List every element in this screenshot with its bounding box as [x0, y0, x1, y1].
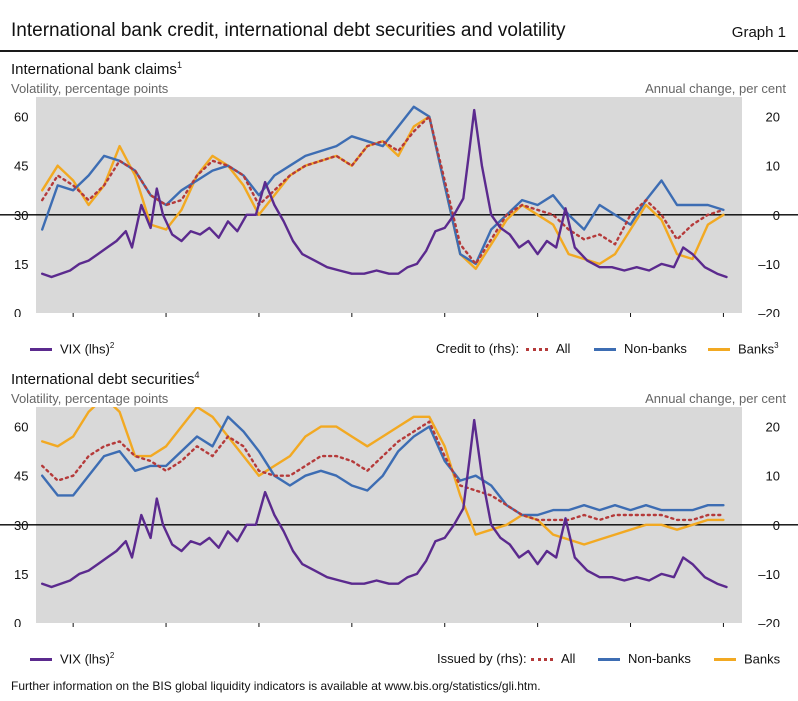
- main-title: International bank credit, international…: [11, 20, 566, 41]
- legend-all-swatch: [526, 348, 548, 352]
- left-tick-label: 45: [14, 469, 28, 484]
- left-tick-label: 15: [14, 567, 28, 582]
- legend-vix-note: 2: [109, 341, 115, 350]
- left-tick-label: 30: [14, 518, 28, 533]
- panel-2-title-note: 4: [194, 370, 200, 380]
- legend-all-label: All: [561, 651, 576, 666]
- legend-nonbanks-swatch: [594, 348, 616, 352]
- legend-all-swatch: [531, 658, 553, 662]
- legend-all: All: [531, 651, 575, 666]
- left-tick-label: 60: [14, 110, 28, 125]
- panel-2-title: International debt securities4: [11, 370, 199, 388]
- right-tick-label: 10: [766, 469, 780, 484]
- legend-nonbanks: Non-banks: [598, 651, 691, 666]
- legend-vix-note: 2: [109, 651, 115, 660]
- right-tick-label: 10: [766, 159, 780, 174]
- panel-2-legend: VIX (lhs)2 Issued by (rhs): All Non-bank…: [0, 651, 798, 671]
- right-tick-label: 0: [773, 208, 780, 223]
- panel-1-title-text: International bank claims: [11, 61, 177, 78]
- right-tick-label: –20: [758, 616, 780, 627]
- legend-nonbanks-label: Non-banks: [628, 651, 691, 666]
- legend-nonbanks-label: Non-banks: [624, 341, 687, 356]
- right-tick-label: –10: [758, 567, 780, 582]
- legend-all-label: All: [556, 341, 571, 356]
- legend-banks-swatch: [714, 658, 736, 662]
- panel-1-title: International bank claims1: [11, 60, 182, 78]
- series-line-banks: [41, 115, 725, 271]
- right-tick-label: 20: [766, 110, 780, 125]
- right-tick-label: –20: [758, 306, 780, 317]
- left-tick-label: 30: [14, 208, 28, 223]
- graph-number: Graph 1: [731, 24, 786, 41]
- legend-vix-swatch: [30, 348, 52, 352]
- series-line-all: [41, 420, 725, 522]
- legend-banks-note: 3: [774, 341, 779, 350]
- panel-1-left-axis-label: Volatility, percentage points: [11, 81, 169, 96]
- panel-1-right-axis-label: Annual change, per cent: [645, 81, 786, 96]
- legend-group-label: Credit to (rhs):: [436, 341, 520, 356]
- panel-2-left-axis-label: Volatility, percentage points: [11, 391, 169, 406]
- left-tick-label: 15: [14, 257, 28, 272]
- left-tick-label: 0: [14, 616, 21, 627]
- legend-banks-label: Banks: [738, 341, 775, 357]
- panel-2-right-axis-label: Annual change, per cent: [645, 391, 786, 406]
- legend-vix: VIX (lhs)2: [30, 341, 114, 356]
- panel-1-title-note: 1: [176, 60, 182, 70]
- panel-1-chart: 015304560–20–100102019961999200220052008…: [0, 97, 798, 317]
- left-tick-label: 60: [14, 420, 28, 435]
- left-tick-label: 45: [14, 159, 28, 174]
- series-line-all: [41, 115, 725, 266]
- legend-vix-swatch: [30, 658, 52, 662]
- right-tick-label: –10: [758, 257, 780, 272]
- legend-vix-label: VIX (lhs): [60, 651, 110, 667]
- legend-nonbanks: Non-banks: [594, 341, 687, 356]
- series-line-banks: [41, 407, 725, 546]
- right-tick-label: 20: [766, 420, 780, 435]
- right-tick-label: 0: [773, 518, 780, 533]
- series-line-vix: [41, 108, 728, 279]
- legend-vix: VIX (lhs)2: [30, 651, 114, 666]
- panel-2-title-text: International debt securities: [11, 371, 195, 388]
- legend-banks: Banks3: [708, 341, 779, 356]
- legend-banks: Banks: [714, 651, 780, 666]
- legend-banks-swatch: [708, 348, 730, 352]
- legend-vix-label: VIX (lhs): [60, 341, 110, 357]
- legend-group-label: Issued by (rhs):: [437, 651, 527, 666]
- panel-2-chart: 015304560–20–100102019961999200220052008…: [0, 407, 798, 627]
- legend-banks-label: Banks: [744, 651, 781, 667]
- panel-1-legend: VIX (lhs)2 Credit to (rhs): All Non-bank…: [0, 341, 798, 361]
- series-line-nonbanks: [41, 415, 725, 517]
- footnote: Further information on the BIS global li…: [11, 679, 541, 693]
- legend-nonbanks-swatch: [598, 658, 620, 662]
- series-line-vix: [41, 418, 728, 589]
- left-tick-label: 0: [14, 306, 21, 317]
- legend-all: All: [526, 341, 570, 356]
- title-rule: [0, 50, 798, 52]
